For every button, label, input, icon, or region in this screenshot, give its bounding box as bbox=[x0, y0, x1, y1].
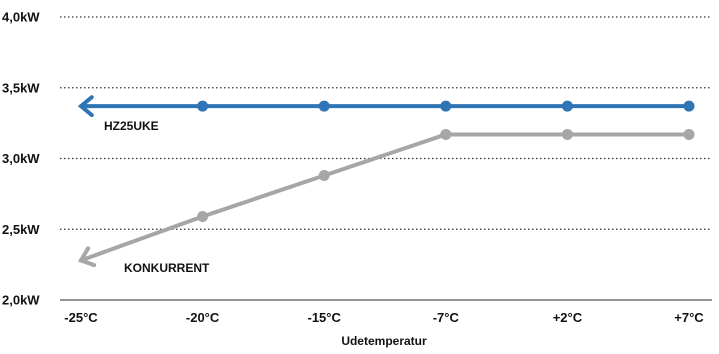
series-label: KONKURRENT bbox=[124, 261, 210, 275]
series-label: HZ25UKE bbox=[104, 119, 159, 133]
data-point bbox=[197, 211, 208, 222]
x-tick-label: +7°C bbox=[674, 310, 704, 325]
data-point bbox=[684, 101, 695, 112]
x-tick-label: -15°C bbox=[308, 310, 342, 325]
data-point bbox=[440, 101, 451, 112]
data-point bbox=[684, 129, 695, 140]
y-tick-label: 4,0kW bbox=[2, 10, 40, 25]
data-point bbox=[562, 101, 573, 112]
x-tick-label: -20°C bbox=[186, 310, 220, 325]
data-point bbox=[562, 129, 573, 140]
series-group: HZ25UKE KONKURRENT bbox=[81, 97, 695, 275]
y-axis-ticks: 2,0kW 2,5kW 3,0kW 3,5kW 4,0kW bbox=[2, 10, 40, 308]
data-point bbox=[319, 170, 330, 181]
y-tick-label: 2,0kW bbox=[2, 293, 40, 308]
x-tick-label: -7°C bbox=[433, 310, 460, 325]
y-tick-label: 3,5kW bbox=[2, 80, 40, 95]
data-point bbox=[319, 101, 330, 112]
y-tick-label: 2,5kW bbox=[2, 222, 40, 237]
gridlines bbox=[60, 17, 712, 300]
x-axis-ticks: -25°C -20°C -15°C -7°C +2°C +7°C bbox=[64, 310, 704, 325]
data-point bbox=[440, 129, 451, 140]
x-tick-label: +2°C bbox=[553, 310, 583, 325]
x-tick-label: -25°C bbox=[64, 310, 98, 325]
x-axis-label: Udetemperatur bbox=[341, 334, 427, 348]
series-line bbox=[81, 134, 689, 260]
data-point bbox=[197, 101, 208, 112]
y-tick-label: 3,0kW bbox=[2, 151, 40, 166]
